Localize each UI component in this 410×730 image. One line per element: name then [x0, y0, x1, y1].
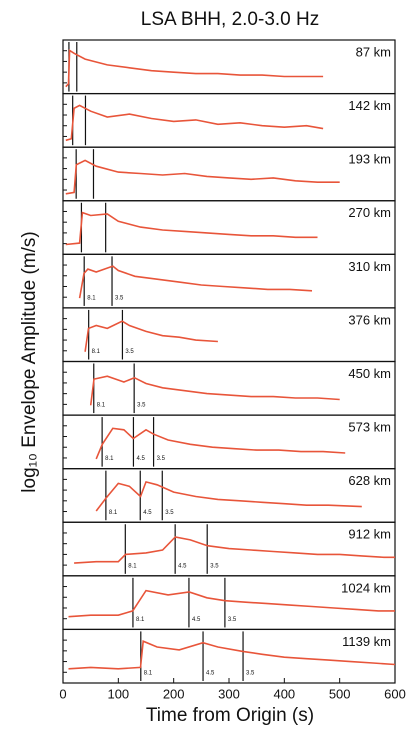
x-tick-label: 100 — [107, 686, 129, 701]
phase-label: 4.5 — [206, 671, 215, 677]
distance-label: 193 km — [348, 152, 391, 167]
chart-title: LSA BHH, 2.0-3.0 Hz — [141, 9, 319, 30]
panel-frame — [62, 200, 396, 255]
panel-frame — [62, 39, 396, 95]
panel-frame — [62, 146, 396, 202]
x-tick-label: 400 — [273, 686, 295, 701]
phase-label: 8.1 — [144, 671, 153, 677]
trace — [65, 159, 340, 195]
x-tick-label: 600 — [384, 686, 406, 701]
phase-label: 4.5 — [178, 563, 187, 569]
x-tick-label: 200 — [163, 686, 185, 701]
phase-label: 8.1 — [97, 403, 106, 409]
distance-label: 450 km — [348, 366, 391, 381]
trace — [68, 640, 396, 670]
phase-label: 8.1 — [128, 563, 137, 569]
distance-label: 1139 km — [342, 634, 391, 649]
distance-label: 573 km — [348, 420, 391, 435]
trace — [89, 375, 340, 406]
distance-label: 310 km — [348, 259, 391, 274]
trace — [84, 320, 218, 352]
x-tick-label: 0 — [59, 686, 66, 701]
y-axis-label: log₁₀ Envelope Amplitude (m/s) — [19, 231, 40, 492]
phase-label: 8.1 — [105, 456, 114, 462]
phase-label: 3.5 — [228, 617, 237, 623]
phase-label: 8.1 — [92, 349, 101, 355]
distance-label: 912 km — [348, 527, 391, 542]
trace — [65, 48, 324, 88]
x-tick-label: 300 — [218, 686, 240, 701]
phase-label: 3.5 — [125, 349, 134, 355]
trace — [65, 211, 318, 246]
distance-label: 376 km — [348, 312, 391, 327]
phase-label: 4.5 — [143, 510, 152, 516]
phase-label: 3.5 — [137, 403, 146, 409]
distance-label: 270 km — [348, 205, 391, 220]
panel-frame — [62, 307, 396, 363]
trace — [95, 480, 362, 512]
x-axis-label: Time from Origin (s) — [146, 705, 314, 726]
phase-label: 3.5 — [246, 671, 255, 677]
distance-label: 628 km — [348, 473, 391, 488]
trace — [95, 427, 346, 460]
phase-label: 3.5 — [165, 510, 174, 516]
distance-label: 87 km — [356, 44, 391, 59]
phase-label: 8.1 — [136, 617, 145, 623]
phase-label: 8.1 — [109, 510, 118, 516]
phase-label: 3.5 — [115, 295, 124, 301]
phase-label: 4.5 — [192, 617, 201, 623]
phase-label: 3.5 — [157, 456, 166, 462]
trace — [74, 536, 395, 564]
trace — [65, 104, 324, 142]
phase-label: 3.5 — [210, 563, 219, 569]
phase-label: 4.5 — [136, 456, 145, 462]
distance-label: 142 km — [348, 98, 391, 113]
panel-frame — [62, 253, 396, 309]
panel-frame — [62, 92, 396, 148]
distance-label: 1024 km — [341, 580, 391, 595]
x-tick-label: 500 — [329, 686, 351, 701]
trace — [68, 589, 395, 618]
panel-frame — [62, 360, 396, 416]
trace — [78, 265, 313, 299]
phase-label: 8.1 — [87, 295, 96, 301]
